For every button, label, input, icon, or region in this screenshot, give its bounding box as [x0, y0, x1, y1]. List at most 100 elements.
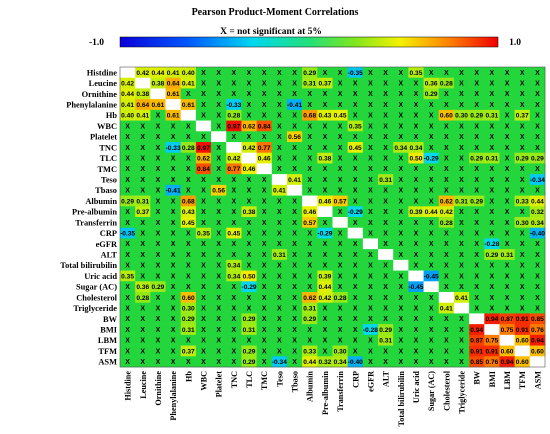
- row-label: ALT: [101, 251, 118, 260]
- heatmap-cell: [332, 334, 348, 346]
- heatmap-cell: [423, 109, 440, 121]
- not-significant-mark: X: [232, 70, 237, 77]
- heatmap-cell: [135, 195, 151, 207]
- heatmap-cell: [241, 217, 257, 229]
- cell-value-label: 0.35: [349, 123, 362, 130]
- heatmap-cell: [135, 334, 151, 346]
- heatmap-cell: [393, 334, 409, 346]
- heatmap-cell: [120, 184, 136, 196]
- heatmap-cell: [135, 302, 151, 314]
- heatmap-cell: [135, 206, 151, 218]
- cell-value-label: 0.57: [334, 198, 347, 205]
- heatmap-cell: [393, 292, 409, 304]
- heatmap-cell: [286, 77, 303, 89]
- heatmap-cell: [195, 259, 212, 271]
- not-significant-mark: X: [292, 80, 297, 87]
- heatmap-cell: [165, 152, 182, 164]
- not-significant-mark: X: [414, 188, 419, 195]
- heatmap-cell: [378, 67, 394, 79]
- not-significant-mark: X: [444, 348, 449, 355]
- not-significant-mark: X: [429, 359, 434, 366]
- cell-value-label: 0.44: [318, 284, 331, 291]
- heatmap-cell: [408, 324, 424, 336]
- heatmap-cell: [438, 152, 455, 164]
- not-significant-mark: X: [232, 338, 237, 345]
- heatmap-cell: [362, 313, 379, 325]
- not-significant-mark: X: [262, 91, 267, 98]
- not-significant-mark: X: [398, 273, 403, 280]
- cell-value-label: 0.38: [318, 155, 331, 162]
- row-label: Sugar (AC): [76, 283, 117, 292]
- not-significant-mark: X: [247, 338, 252, 345]
- not-significant-mark: X: [216, 359, 221, 366]
- not-significant-mark: X: [353, 327, 358, 334]
- not-significant-mark: X: [216, 91, 221, 98]
- not-significant-mark: X: [398, 327, 403, 334]
- cell-value-label: 0.34: [394, 145, 407, 152]
- not-significant-mark: X: [535, 91, 540, 98]
- not-significant-mark: X: [140, 220, 145, 227]
- heatmap-cell: [180, 195, 197, 207]
- cell-value-label: 0.40: [182, 70, 195, 77]
- heatmap-cell: [393, 99, 409, 111]
- heatmap-cell: [180, 77, 197, 89]
- heatmap-cell: [165, 302, 182, 314]
- heatmap-cell: [241, 163, 257, 175]
- heatmap-cell: [256, 88, 273, 100]
- not-significant-mark: X: [125, 284, 130, 291]
- not-significant-mark: X: [398, 113, 403, 120]
- cell-value-label: 0.64: [136, 102, 149, 109]
- cell-value-label: 0.28: [334, 295, 347, 302]
- heatmap-cell: [211, 77, 227, 89]
- heatmap-cell: [135, 131, 151, 143]
- cell-value-label: -0.41: [287, 102, 302, 109]
- heatmap-cell: [362, 227, 379, 239]
- cell-value-label: 0.28: [227, 113, 240, 120]
- not-significant-mark: X: [459, 91, 464, 98]
- heatmap-cell: [271, 313, 288, 325]
- not-significant-mark: X: [125, 359, 130, 366]
- heatmap-cell: [332, 163, 348, 175]
- cell-value-label: 0.60: [516, 359, 529, 366]
- heatmap-cell: [195, 67, 212, 79]
- colorbar-min-label: -1.0: [89, 38, 104, 48]
- not-significant-mark: X: [125, 123, 130, 130]
- cell-value-label: 0.57: [303, 220, 316, 227]
- cell-value-label: 0.44: [531, 198, 544, 205]
- cell-value-label: -0.33: [166, 145, 181, 152]
- not-significant-mark: X: [216, 263, 221, 270]
- not-significant-mark: X: [474, 230, 479, 237]
- heatmap-cell: [332, 356, 348, 368]
- heatmap-cell: [393, 67, 409, 79]
- not-significant-mark: X: [429, 230, 434, 237]
- not-significant-mark: X: [292, 348, 297, 355]
- not-significant-mark: X: [535, 113, 540, 120]
- column-label: BMI: [488, 371, 497, 387]
- cell-value-label: 0.31: [303, 80, 316, 87]
- heatmap-cell: [150, 142, 166, 154]
- not-significant-mark: X: [262, 80, 267, 87]
- heatmap-cell: [180, 206, 197, 218]
- not-significant-mark: X: [353, 166, 358, 173]
- heatmap-cell: [423, 227, 440, 239]
- heatmap-cell: [195, 88, 212, 100]
- heatmap-cell: [393, 356, 409, 368]
- heatmap-cell: [453, 174, 470, 186]
- not-significant-mark: X: [414, 230, 419, 237]
- heatmap-cell: [135, 163, 151, 175]
- heatmap-cell: [120, 99, 136, 111]
- not-significant-mark: X: [474, 177, 479, 184]
- not-significant-mark: X: [262, 230, 267, 237]
- not-significant-mark: X: [414, 316, 419, 323]
- heatmap-cell: [529, 281, 546, 293]
- heatmap-cell: [120, 77, 136, 89]
- not-significant-mark: X: [140, 305, 145, 312]
- not-significant-mark: X: [520, 305, 525, 312]
- heatmap-cell: [120, 302, 136, 314]
- not-significant-mark: X: [459, 209, 464, 216]
- heatmap-cell: [286, 227, 303, 239]
- heatmap-cell: [241, 345, 257, 357]
- heatmap-cell: [211, 174, 227, 186]
- not-significant-mark: X: [474, 145, 479, 152]
- heatmap-cell: [256, 99, 273, 111]
